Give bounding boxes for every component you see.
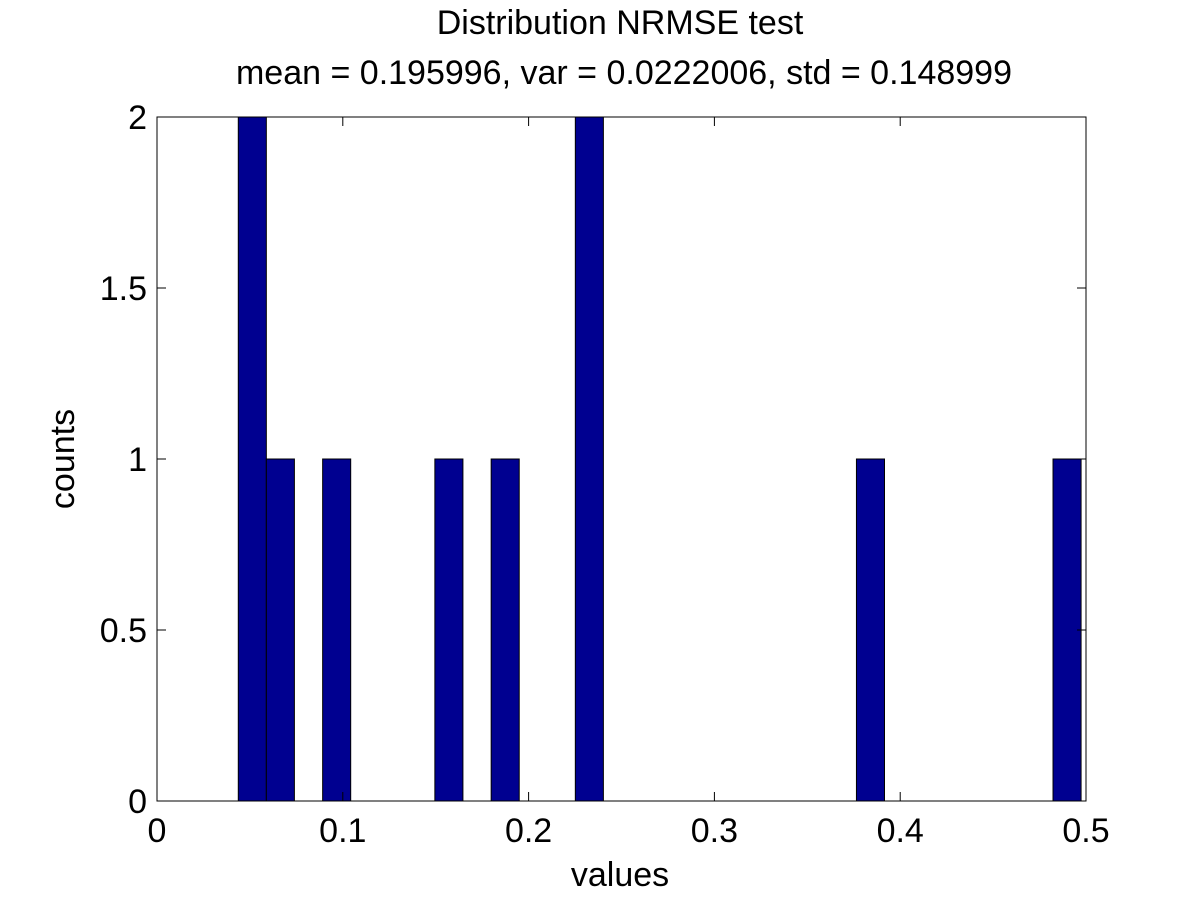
y-tick-label: 0 — [128, 783, 147, 821]
histogram-bars — [237, 116, 1082, 802]
histogram-bar-5 — [490, 458, 520, 802]
y-tick-label: 2 — [128, 99, 147, 137]
histogram-bar-3 — [322, 458, 352, 802]
y-tick-label: 0.5 — [100, 612, 147, 650]
chart-subtitle: mean = 0.195996, var = 0.0222006, std = … — [236, 54, 1012, 92]
histogram-bar-2 — [265, 458, 295, 802]
histogram-bar-1 — [237, 116, 267, 802]
x-tick-label: 0.5 — [1062, 812, 1109, 850]
x-axis-label: values — [571, 856, 669, 894]
y-axis-ticks: 0 0.5 1 1.5 2 — [100, 99, 1086, 821]
y-tick-label: 1 — [128, 441, 147, 479]
y-axis-label: counts — [44, 409, 82, 509]
x-axis-ticks: 0 0.1 0.2 0.3 0.4 0.5 — [148, 117, 1110, 850]
chart-title: Distribution NRMSE test — [437, 4, 804, 42]
histogram-bar-4 — [434, 458, 464, 802]
histogram-bar-7 — [855, 458, 885, 802]
histogram-bar-8 — [1052, 458, 1082, 802]
x-tick-label: 0.1 — [319, 812, 366, 850]
x-tick-label: 0.3 — [691, 812, 738, 850]
x-tick-label: 0.4 — [877, 812, 924, 850]
y-tick-label: 1.5 — [100, 270, 147, 308]
x-tick-label: 0 — [148, 812, 167, 850]
histogram-bar-6 — [574, 116, 604, 802]
x-tick-label: 0.2 — [505, 812, 552, 850]
